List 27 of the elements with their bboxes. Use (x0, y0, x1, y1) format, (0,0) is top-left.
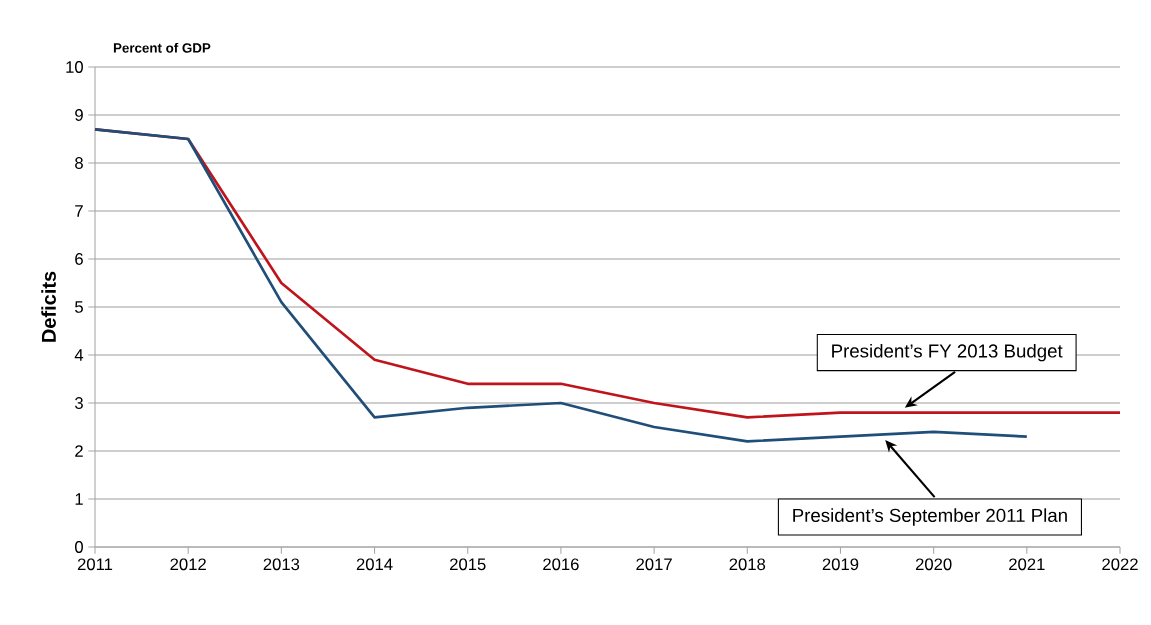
x-tick-label: 2018 (729, 558, 766, 571)
x-tick-label: 2013 (263, 558, 300, 571)
x-tick-label: 2022 (1102, 558, 1138, 571)
text: Percent of GDP (113, 42, 211, 53)
text: President’s September 2011 Plan (793, 508, 1067, 526)
x-tick-label: 2016 (543, 558, 579, 571)
y-tick-label: 8 (75, 157, 83, 169)
y-tick-label: 3 (74, 397, 83, 409)
y-tick-label: 1 (75, 493, 83, 505)
x-tick-label: 2017 (636, 558, 672, 571)
y-tick-label: 10 (66, 61, 83, 73)
y-tick-label: 4 (74, 349, 84, 361)
x-tick-label: 2012 (170, 558, 206, 571)
text: President’s FY 2013 Budget (832, 343, 1063, 362)
y-tick-label: 9 (75, 109, 83, 121)
y-tick-label: 5 (75, 301, 83, 313)
x-tick-label: 2014 (356, 558, 393, 571)
y-tick-label: 7 (75, 205, 83, 217)
x-tick-label: 2020 (915, 558, 952, 571)
y-tick-label: 2 (75, 445, 83, 457)
x-tick-label: 2011 (77, 558, 113, 571)
y-axis-title: Deficits (41, 271, 56, 342)
x-tick-label: 2021 (1009, 558, 1045, 571)
x-tick-label: 2019 (822, 558, 859, 571)
y-tick-label: 6 (75, 253, 83, 265)
x-tick-label: 2015 (450, 558, 486, 571)
y-tick-label: 0 (75, 541, 83, 553)
